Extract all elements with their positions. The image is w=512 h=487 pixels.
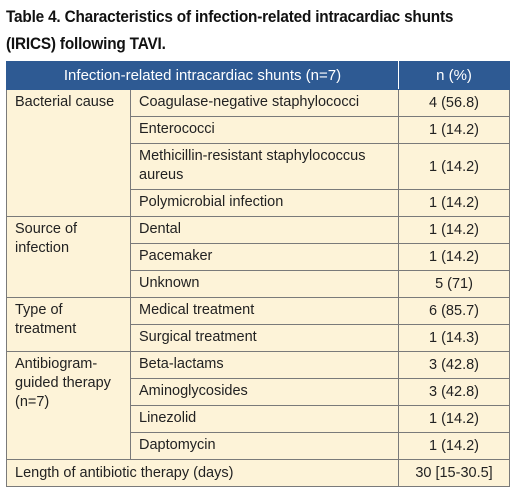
row-label: Unknown [129,270,400,298]
header-n-percent: n (%) [398,61,511,90]
row-value: 1 (14.3) [398,324,511,352]
row-value: 6 (85.7) [398,297,511,325]
row-label: Surgical treatment [129,324,400,352]
footer-value: 30 [15-30.5] [398,459,511,487]
footer-label: Length of antibiotic therapy (days) [5,459,400,487]
table-row: Antibiogram-guided therapy (n=7) Beta-la… [6,351,511,460]
row-label: Beta-lactams [129,351,400,379]
row-value: 4 (56.8) [398,89,511,117]
table-caption: Table 4. Characteristics of infection-re… [6,4,471,58]
irics-table: Infection-related intracardiac shunts (n… [5,61,511,487]
table-row: Unknown 5 (71) [7,270,511,298]
footer-row: Length of antibiotic therapy (days) 30 [… [5,459,511,487]
row-label: Daptomycin [129,432,400,460]
row-label: Medical treatment [129,297,400,325]
row-value: 1 (14.2) [398,405,511,433]
table-row: Aminoglycosides 3 (42.8) [7,378,511,406]
caption-line-1: Table 4. Characteristics of infection-re… [6,8,454,26]
row-label: Aminoglycosides [129,378,400,406]
row-label: Enterococci [129,116,400,144]
row-value: 1 (14.2) [398,243,511,271]
group-label-type-of-treatment: Type of treatment [6,297,131,352]
table-row: Methicillin-resistant staphylococcus aur… [7,143,511,190]
row-label: Linezolid [129,405,400,433]
row-label: Polymicrobial infection [129,189,400,217]
row-label: Methicillin-resistant staphylococcus aur… [129,143,400,190]
header-characteristic: Infection-related intracardiac shunts (n… [5,61,400,90]
row-value: 1 (14.2) [398,116,511,144]
row-label: Coagulase-negative staphylococci [129,89,400,117]
table-row: Source of infection Dental 1 (14.2) [6,216,511,298]
table-row: Type of treatment Medical treatment 6 (8… [6,297,511,352]
group-label-bacterial-cause: Bacterial cause [6,89,131,217]
table-row: Daptomycin 1 (14.2) [7,432,511,460]
row-value: 5 (71) [398,270,511,298]
row-label: Dental [129,216,400,244]
row-value: 3 (42.8) [398,351,511,379]
row-value: 1 (14.2) [398,216,511,244]
table-row: Pacemaker 1 (14.2) [7,243,511,271]
row-label: Pacemaker [129,243,400,271]
row-value: 1 (14.2) [398,143,511,190]
table-row: Enterococci 1 (14.2) [7,116,511,144]
group-label-antibiogram-guided-therapy: Antibiogram-guided therapy (n=7) [6,351,131,460]
row-value: 1 (14.2) [398,432,511,460]
row-value: 3 (42.8) [398,378,511,406]
header-row: Infection-related intracardiac shunts (n… [5,61,511,90]
table-row: Surgical treatment 1 (14.3) [7,324,511,352]
table-row: Bacterial cause Coagulase-negative staph… [6,89,511,217]
caption-line-2: (IRICS) following TAVI. [6,35,166,53]
group-label-source-of-infection: Source of infection [6,216,131,298]
row-value: 1 (14.2) [398,189,511,217]
